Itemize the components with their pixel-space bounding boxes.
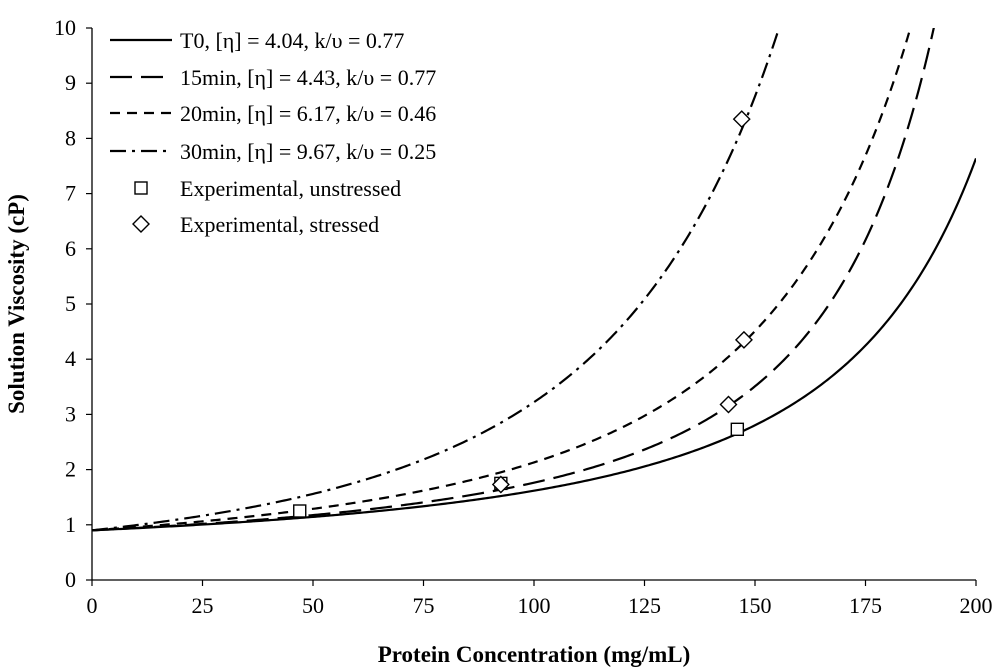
y-tick-label: 5 [65, 291, 76, 316]
legend-item-2: 20min, [η] = 6.17, k/υ = 0.46 [110, 101, 436, 126]
y-tick-label: 4 [65, 346, 76, 371]
legend-label: Experimental, stressed [180, 212, 379, 237]
legend-label: 30min, [η] = 9.67, k/υ = 0.25 [180, 139, 436, 164]
legend-label: T0, [η] = 4.04, k/υ = 0.77 [180, 28, 404, 53]
curve-series-1 [92, 28, 935, 532]
point-unstressed-2 [730, 422, 745, 437]
y-tick-label: 3 [65, 401, 76, 426]
point-stressed-1 [719, 395, 738, 414]
experimental-points [293, 110, 753, 518]
y-tick-label: 2 [65, 457, 76, 482]
legend-label: Experimental, unstressed [180, 176, 401, 201]
y-axis-title: Solution Viscosity (cP) [4, 194, 29, 414]
legend-label: 20min, [η] = 6.17, k/υ = 0.46 [180, 101, 436, 126]
x-tick-label: 125 [628, 593, 661, 618]
curve-series-2 [92, 28, 912, 532]
x-axis-title: Protein Concentration (mg/mL) [378, 642, 691, 667]
legend-square-icon [134, 181, 148, 195]
point-stressed-3 [732, 110, 751, 129]
y-tick-label: 7 [65, 181, 76, 206]
legend-item-5: Experimental, stressed [132, 212, 379, 237]
x-tick-label: 200 [960, 593, 993, 618]
legend-item-3: 30min, [η] = 9.67, k/υ = 0.25 [110, 139, 436, 164]
legend-item-0: T0, [η] = 4.04, k/υ = 0.77 [110, 28, 404, 53]
x-tick-label: 175 [849, 593, 882, 618]
x-tick-label: 100 [518, 593, 551, 618]
model-curves [92, 28, 976, 532]
y-tick-label: 0 [65, 567, 76, 592]
x-tick-label: 0 [87, 593, 98, 618]
legend-item-1: 15min, [η] = 4.43, k/υ = 0.77 [110, 65, 436, 90]
legend-label: 15min, [η] = 4.43, k/υ = 0.77 [180, 65, 436, 90]
legend-diamond-icon [132, 215, 150, 233]
y-tick-label: 8 [65, 125, 76, 150]
y-tick-label: 9 [65, 70, 76, 95]
x-tick-label: 25 [192, 593, 214, 618]
y-tick-label: 1 [65, 512, 76, 537]
point-stressed-2 [734, 330, 753, 349]
x-tick-label: 50 [302, 593, 324, 618]
x-tick-label: 150 [739, 593, 772, 618]
point-stressed-0 [491, 475, 510, 494]
y-tick-label: 6 [65, 236, 76, 261]
point-unstressed-0 [293, 504, 307, 518]
curve-series-0 [92, 158, 976, 532]
curve-series-3 [92, 28, 781, 532]
tick-labels: 0 25 50 75 100 125 150 175 200 0 1 2 3 4 5 6 7 8 9 10 [54, 15, 993, 618]
x-tick-label: 75 [413, 593, 435, 618]
legend-item-4: Experimental, unstressed [134, 176, 401, 201]
y-tick-label: 10 [54, 15, 76, 40]
legend: T0, [η] = 4.04, k/υ = 0.77 15min, [η] = 4… [110, 28, 436, 237]
